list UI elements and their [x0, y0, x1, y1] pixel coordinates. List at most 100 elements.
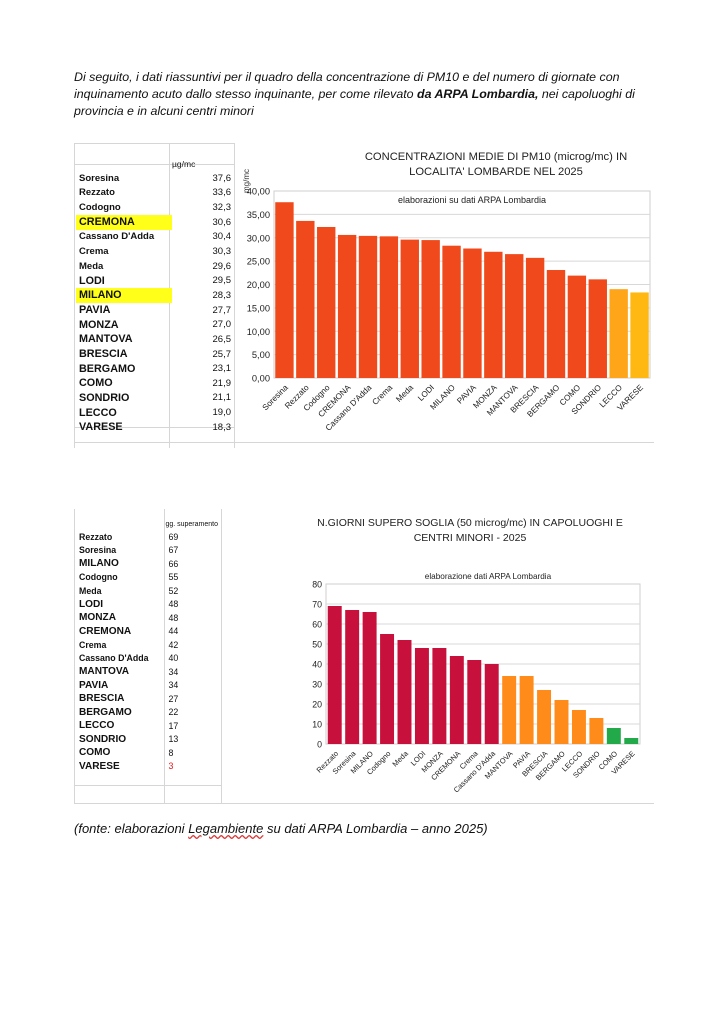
bar: [380, 634, 395, 744]
bar: [589, 718, 604, 744]
table-row: VARESE 18,3: [76, 420, 234, 435]
bar: [537, 690, 552, 744]
bar: [414, 648, 429, 744]
table-row: LECCO 17: [76, 719, 221, 733]
row-name: Codogno: [79, 202, 121, 214]
table-row: BERGAMO 22: [76, 706, 221, 720]
row-value: 52: [168, 585, 179, 596]
row-name: Soresina: [79, 172, 120, 184]
intro-paragraph: Di seguito, i dati riassuntivi per il qu…: [74, 69, 664, 120]
bar: [275, 202, 294, 378]
row-value: 44: [168, 626, 179, 637]
table-header-empty: [76, 156, 172, 171]
bar: [609, 289, 628, 378]
row-name: PAVIA: [79, 679, 109, 691]
row-name: Rezzato: [79, 187, 115, 199]
pm10-table: µg/mc Soresina 37,6 Rezzato 33,6 Codogno 32,3…: [76, 156, 234, 435]
table-row: MILANO 28,3: [76, 288, 234, 303]
row-name: SONDRIO: [79, 733, 127, 745]
row-value: 23,1: [212, 363, 232, 375]
bar: [327, 606, 342, 744]
bar: [467, 660, 482, 744]
table-row: LODI 29,5: [76, 273, 234, 288]
row-value: 30,6: [212, 216, 232, 228]
table-unit-header: gg. superamento: [165, 520, 218, 528]
bar: [588, 279, 607, 378]
row-name: SONDRIO: [79, 391, 130, 404]
y-tick-label: 20: [312, 700, 322, 710]
row-name: MANTOVA: [79, 666, 130, 678]
row-name: Codogno: [79, 572, 118, 583]
days-chart: N.GIORNI SUPERO SOGLIA (50 microg/mc) IN…: [312, 517, 641, 794]
table-row: Cassano D'Adda 40: [76, 652, 221, 666]
bar: [624, 738, 639, 744]
row-value: 37,6: [212, 172, 232, 184]
row-value: 13: [168, 734, 179, 745]
row-value: 25,7: [212, 348, 232, 360]
chart-title-line: CENTRI MINORI - 2025: [414, 532, 527, 544]
row-value: 19,0: [212, 407, 232, 419]
table-row: LODI 48: [76, 598, 221, 612]
row-value: 26,5: [212, 333, 232, 345]
row-name: MONZA: [79, 612, 117, 624]
y-tick-label: 25,00: [247, 257, 270, 267]
y-tick-label: 60: [312, 620, 322, 630]
spreadsheet-grid-2: [74, 509, 654, 804]
bar: [449, 656, 464, 744]
row-value: 21,9: [212, 377, 232, 389]
row-value: 27,7: [212, 304, 232, 316]
row-value: 48: [168, 612, 179, 623]
row-name: Rezzato: [79, 531, 113, 542]
days-panel: gg. superamento Rezzato 69 Soresina 67 MILAN…: [74, 509, 654, 804]
row-name: Cassano D'Adda: [79, 231, 155, 243]
y-tick-label: 40: [312, 660, 322, 670]
table-row: SONDRIO 13: [76, 733, 221, 747]
table-row: Meda 52: [76, 584, 221, 598]
row-name: PAVIA: [79, 304, 111, 317]
row-value: 29,6: [212, 260, 232, 272]
pm10-chart: CONCENTRAZIONI MEDIE DI PM10 (microg/mc)…: [242, 151, 651, 433]
pm10-panel: µg/mc Soresina 37,6 Rezzato 33,6 Codogno 32,3…: [74, 143, 654, 448]
row-name: BRESCIA: [79, 348, 128, 360]
table-row: Rezzato 69: [76, 530, 221, 544]
table-row: BRESCIA 27: [76, 692, 221, 706]
table-row: Crema 42: [76, 638, 221, 652]
row-value: 32,3: [212, 202, 232, 214]
bar: [519, 676, 534, 744]
table-header-empty: [76, 518, 165, 530]
y-tick-label: 10: [312, 720, 322, 730]
row-name: BRESCIA: [79, 693, 125, 705]
x-tick-label: Meda: [390, 748, 410, 768]
row-value: 42: [168, 639, 179, 650]
table-row: SONDRIO 21,1: [76, 391, 234, 406]
bar: [397, 640, 412, 744]
table-row: COMO 21,9: [76, 376, 234, 391]
table-row: Soresina 37,6: [76, 171, 234, 186]
intro-text-bold: da ARPA Lombardia,: [417, 87, 539, 101]
chart-title-line: LOCALITA' LOMBARDE NEL 2025: [409, 166, 583, 178]
y-tick-label: 70: [312, 600, 322, 610]
row-value: 30,4: [212, 231, 232, 243]
row-name: LECCO: [79, 406, 117, 419]
row-value: 66: [168, 558, 179, 569]
row-value: 22: [168, 707, 179, 718]
row-name: Meda: [79, 260, 104, 272]
row-value: 67: [168, 545, 179, 556]
y-tick-label: 35,00: [247, 210, 270, 220]
row-value: 27: [168, 693, 179, 704]
table-row: Meda 29,6: [76, 259, 234, 274]
y-tick-label: 0,00: [252, 374, 270, 384]
row-value: 55: [168, 572, 179, 583]
row-name: LODI: [79, 274, 105, 287]
table-row: Soresina 67: [76, 544, 221, 558]
row-name: LECCO: [79, 720, 115, 732]
bar: [505, 254, 524, 378]
row-name: Soresina: [79, 545, 117, 556]
source-underlined: Legambiente: [188, 821, 264, 836]
bar: [358, 235, 378, 378]
table-row: MANTOVA 26,5: [76, 332, 234, 347]
row-name: Crema: [79, 639, 107, 650]
row-name: MANTOVA: [79, 333, 133, 346]
y-tick-label: 20,00: [247, 280, 270, 290]
table-row: LECCO 19,0: [76, 405, 234, 420]
